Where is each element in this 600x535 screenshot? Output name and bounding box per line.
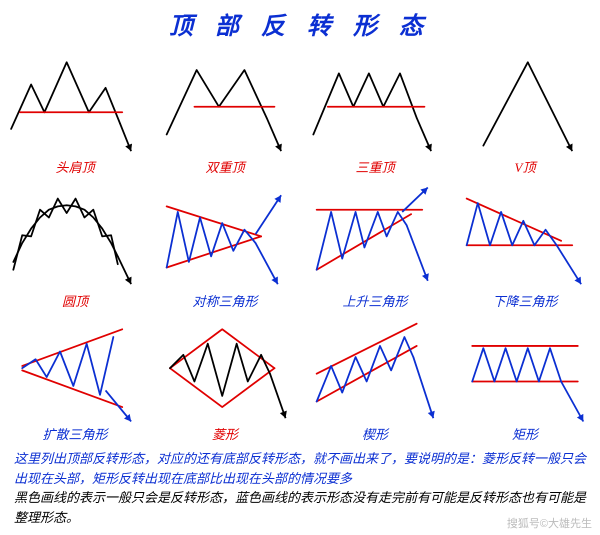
- pattern-cell: 矩形: [450, 312, 600, 445]
- pattern-label: 头肩顶: [55, 157, 94, 178]
- pattern-label: 菱形: [212, 424, 238, 445]
- pattern-label: 下降三角形: [492, 291, 557, 312]
- pattern-cell: 圆顶: [0, 178, 150, 311]
- pattern-label: 对称三角形: [192, 291, 257, 312]
- footer-line: 这里列出顶部反转形态，对应的还有底部反转形态，就不画出来了，要说明的是：菱形反转…: [14, 449, 586, 488]
- pattern-cell: 双重顶: [150, 45, 300, 178]
- pattern-cell: 楔形: [300, 312, 450, 445]
- pattern-label: V顶: [515, 157, 536, 178]
- pattern-cell: 三重顶: [300, 45, 450, 178]
- pattern-grid: 头肩顶 双重顶 三重顶 V顶圆顶 对称三角形 上升三角形 下降三角形扩散三角形 菱形 楔形 矩形: [0, 45, 600, 445]
- pattern-cell: 上升三角形: [300, 178, 450, 311]
- pattern-label: 上升三角形: [342, 291, 407, 312]
- pattern-cell: 菱形: [150, 312, 300, 445]
- page-title: 顶 部 反 转 形 态: [0, 0, 600, 45]
- pattern-label: 三重顶: [355, 157, 394, 178]
- pattern-cell: V顶: [450, 45, 600, 178]
- footer-line: 黑色画线的表示一般只会是反转形态，蓝色画线的表示形态没有走完前有可能是反转形态也…: [14, 488, 586, 527]
- pattern-cell: 对称三角形: [150, 178, 300, 311]
- pattern-label: 矩形: [512, 424, 538, 445]
- pattern-label: 双重顶: [205, 157, 244, 178]
- pattern-label: 楔形: [362, 424, 388, 445]
- pattern-label: 圆顶: [62, 291, 88, 312]
- pattern-cell: 扩散三角形: [0, 312, 150, 445]
- pattern-label: 扩散三角形: [42, 424, 107, 445]
- pattern-cell: 下降三角形: [450, 178, 600, 311]
- pattern-cell: 头肩顶: [0, 45, 150, 178]
- watermark: 搜狐号©大雄先生: [507, 515, 592, 531]
